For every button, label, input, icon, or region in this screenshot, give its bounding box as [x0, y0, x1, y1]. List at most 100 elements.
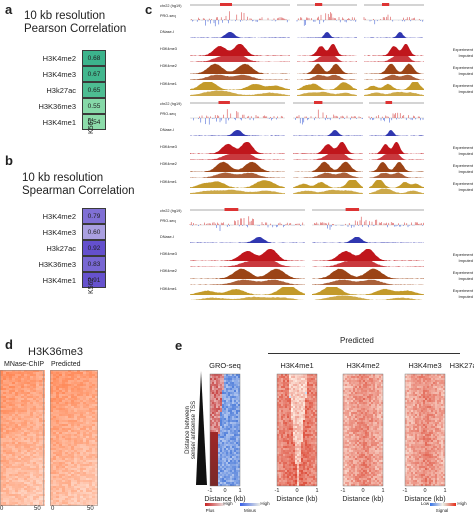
- heatmap-d-cell: [39, 402, 42, 404]
- heatmap-e-cell: [210, 396, 212, 398]
- heatmap-d-cell: [27, 468, 30, 470]
- heatmap-e-cell: [216, 484, 218, 486]
- heatmap-e-cell: [291, 418, 293, 420]
- heatmap-d-cell: [39, 392, 42, 394]
- heatmap-d-cell: [62, 432, 65, 434]
- heatmap-d-cell: [74, 376, 77, 378]
- heatmap-e-cell: [309, 416, 311, 418]
- heatmap-e-cell: [297, 392, 299, 394]
- heatmap-d-cell: [59, 378, 62, 380]
- heatmap-e-cell: [313, 420, 315, 422]
- heatmap-e-cell: [234, 448, 236, 450]
- heatmap-d-cell: [6, 426, 9, 428]
- heatmap-d-cell: [59, 384, 62, 386]
- heatmap-d-cell: [56, 478, 59, 480]
- heatmap-e-cell: [313, 478, 315, 480]
- heatmap-e-cell: [291, 382, 293, 384]
- heatmap-d-cell: [95, 456, 98, 458]
- heatmap-e-cell: [293, 458, 295, 460]
- heatmap-e-cell: [226, 400, 228, 402]
- heatmap-e-cell: [218, 402, 220, 404]
- heatmap-d-cell: [12, 404, 15, 406]
- heatmap-e-cell: [220, 472, 222, 474]
- heatmap-d-cell: [21, 428, 24, 430]
- heatmap-e-cell: [297, 406, 299, 408]
- heatmap-e-cell: [369, 402, 371, 404]
- heatmap-d-cell: [12, 398, 15, 400]
- heatmap-d-cell: [33, 454, 36, 456]
- track-label-dnase: DNase-I: [160, 235, 174, 239]
- heatmap-d-cell: [9, 446, 12, 448]
- heatmap-e-cell: [349, 388, 351, 390]
- heatmap-d-cell: [30, 466, 33, 468]
- heatmap-d-cell: [62, 468, 65, 470]
- heatmap-e-cell: [230, 470, 232, 472]
- heatmap-e-cell: [379, 396, 381, 398]
- heatmap-d-cell: [30, 482, 33, 484]
- heatmap-d-cell: [0, 418, 3, 420]
- heatmap-e-cell: [236, 438, 238, 440]
- heatmap-e-cell: [277, 388, 279, 390]
- heatmap-e-cell: [232, 448, 234, 450]
- heatmap-d-cell: [39, 448, 42, 450]
- heatmap-e-cell: [232, 382, 234, 384]
- heatmap-d-cell: [71, 394, 74, 396]
- heatmap-d-cell: [77, 428, 80, 430]
- heatmap-d-cell: [89, 444, 92, 446]
- heatmap-d-cell: [86, 426, 89, 428]
- heatmap-d-cell: [0, 390, 3, 392]
- heatmap-e-cell: [307, 446, 309, 448]
- heatmap-d-cell: [33, 476, 36, 478]
- heatmap-e-cell: [307, 438, 309, 440]
- heatmap-e-cell: [297, 448, 299, 450]
- heatmap-e-cell: [289, 408, 291, 410]
- heatmap-e-cell: [234, 468, 236, 470]
- heatmap-e-cell: [363, 386, 365, 388]
- heatmap-d-cell: [77, 390, 80, 392]
- heatmap-e-cell: [226, 482, 228, 484]
- heatmap-e-cell: [305, 396, 307, 398]
- heatmap-d-cell: [27, 444, 30, 446]
- heatmap-d-cell: [36, 404, 39, 406]
- heatmap-d-cell: [80, 430, 83, 432]
- heatmap-d-cell: [68, 444, 71, 446]
- heatmap-e-cell: [226, 374, 228, 376]
- heatmap-e-cell: [291, 444, 293, 446]
- heatmap-row-label: H3k27ac: [46, 85, 76, 95]
- heatmap-d-cell: [80, 400, 83, 402]
- heatmap-e-cell: [222, 452, 224, 454]
- heatmap-e-cell: [277, 438, 279, 440]
- heatmap-d-cell: [24, 434, 27, 436]
- heatmap-e-cell: [297, 450, 299, 452]
- heatmap-e-cell: [311, 384, 313, 386]
- heatmap-e-cell: [313, 418, 315, 420]
- heatmap-d-cell: [53, 450, 56, 452]
- heatmap-d-cell: [0, 384, 3, 386]
- heatmap-e-cell: [236, 406, 238, 408]
- heatmap-e-cell: [236, 374, 238, 376]
- heatmap-e-cell: [307, 374, 309, 376]
- heatmap-d-cell: [36, 376, 39, 378]
- heatmap-e-cell: [279, 394, 281, 396]
- heatmap-d-cell: [56, 420, 59, 422]
- heatmap-d-cell: [50, 446, 53, 448]
- heatmap-d-cell: [71, 456, 74, 458]
- heatmap-e-cell: [315, 398, 317, 400]
- heatmap-d-cell: [53, 420, 56, 422]
- heatmap-d-cell: [15, 500, 18, 502]
- heatmap-e-cell: [299, 444, 301, 446]
- heatmap-e-cell: [293, 464, 295, 466]
- heatmap-d-cell: [89, 442, 92, 444]
- heatmap-e-cell: [283, 424, 285, 426]
- heatmap-e-cell: [220, 460, 222, 462]
- heatmap-e-cell: [381, 402, 383, 404]
- heatmap-d-cell: [59, 432, 62, 434]
- heatmap-d-cell: [6, 424, 9, 426]
- heatmap-e-cell: [347, 380, 349, 382]
- heatmap-d-cell: [74, 502, 77, 504]
- heatmap-e-cell: [283, 416, 285, 418]
- heatmap-d-cell: [39, 440, 42, 442]
- heatmap-e-cell: [311, 404, 313, 406]
- heatmap-d-cell: [36, 384, 39, 386]
- heatmap-e-cell: [234, 462, 236, 464]
